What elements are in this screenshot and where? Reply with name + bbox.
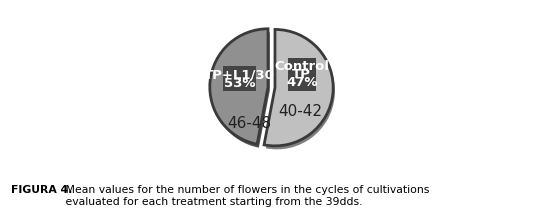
Text: Mean values for the number of flowers in the cycles of cultivations
 evaluated f: Mean values for the number of flowers in… bbox=[62, 185, 430, 207]
Text: 40-42: 40-42 bbox=[279, 104, 323, 119]
Text: TP+L1/30: TP+L1/30 bbox=[204, 68, 275, 81]
Wedge shape bbox=[210, 29, 268, 144]
FancyBboxPatch shape bbox=[223, 66, 256, 91]
Text: TP: TP bbox=[292, 68, 311, 81]
Text: 53%: 53% bbox=[224, 77, 255, 90]
Text: FIGURA 4.: FIGURA 4. bbox=[11, 185, 72, 195]
Text: Control: Control bbox=[274, 60, 329, 73]
FancyBboxPatch shape bbox=[288, 58, 315, 91]
Wedge shape bbox=[266, 33, 335, 149]
Text: 46-48: 46-48 bbox=[228, 116, 272, 131]
Wedge shape bbox=[212, 32, 270, 148]
Text: 47%: 47% bbox=[286, 76, 318, 89]
Wedge shape bbox=[264, 29, 333, 146]
